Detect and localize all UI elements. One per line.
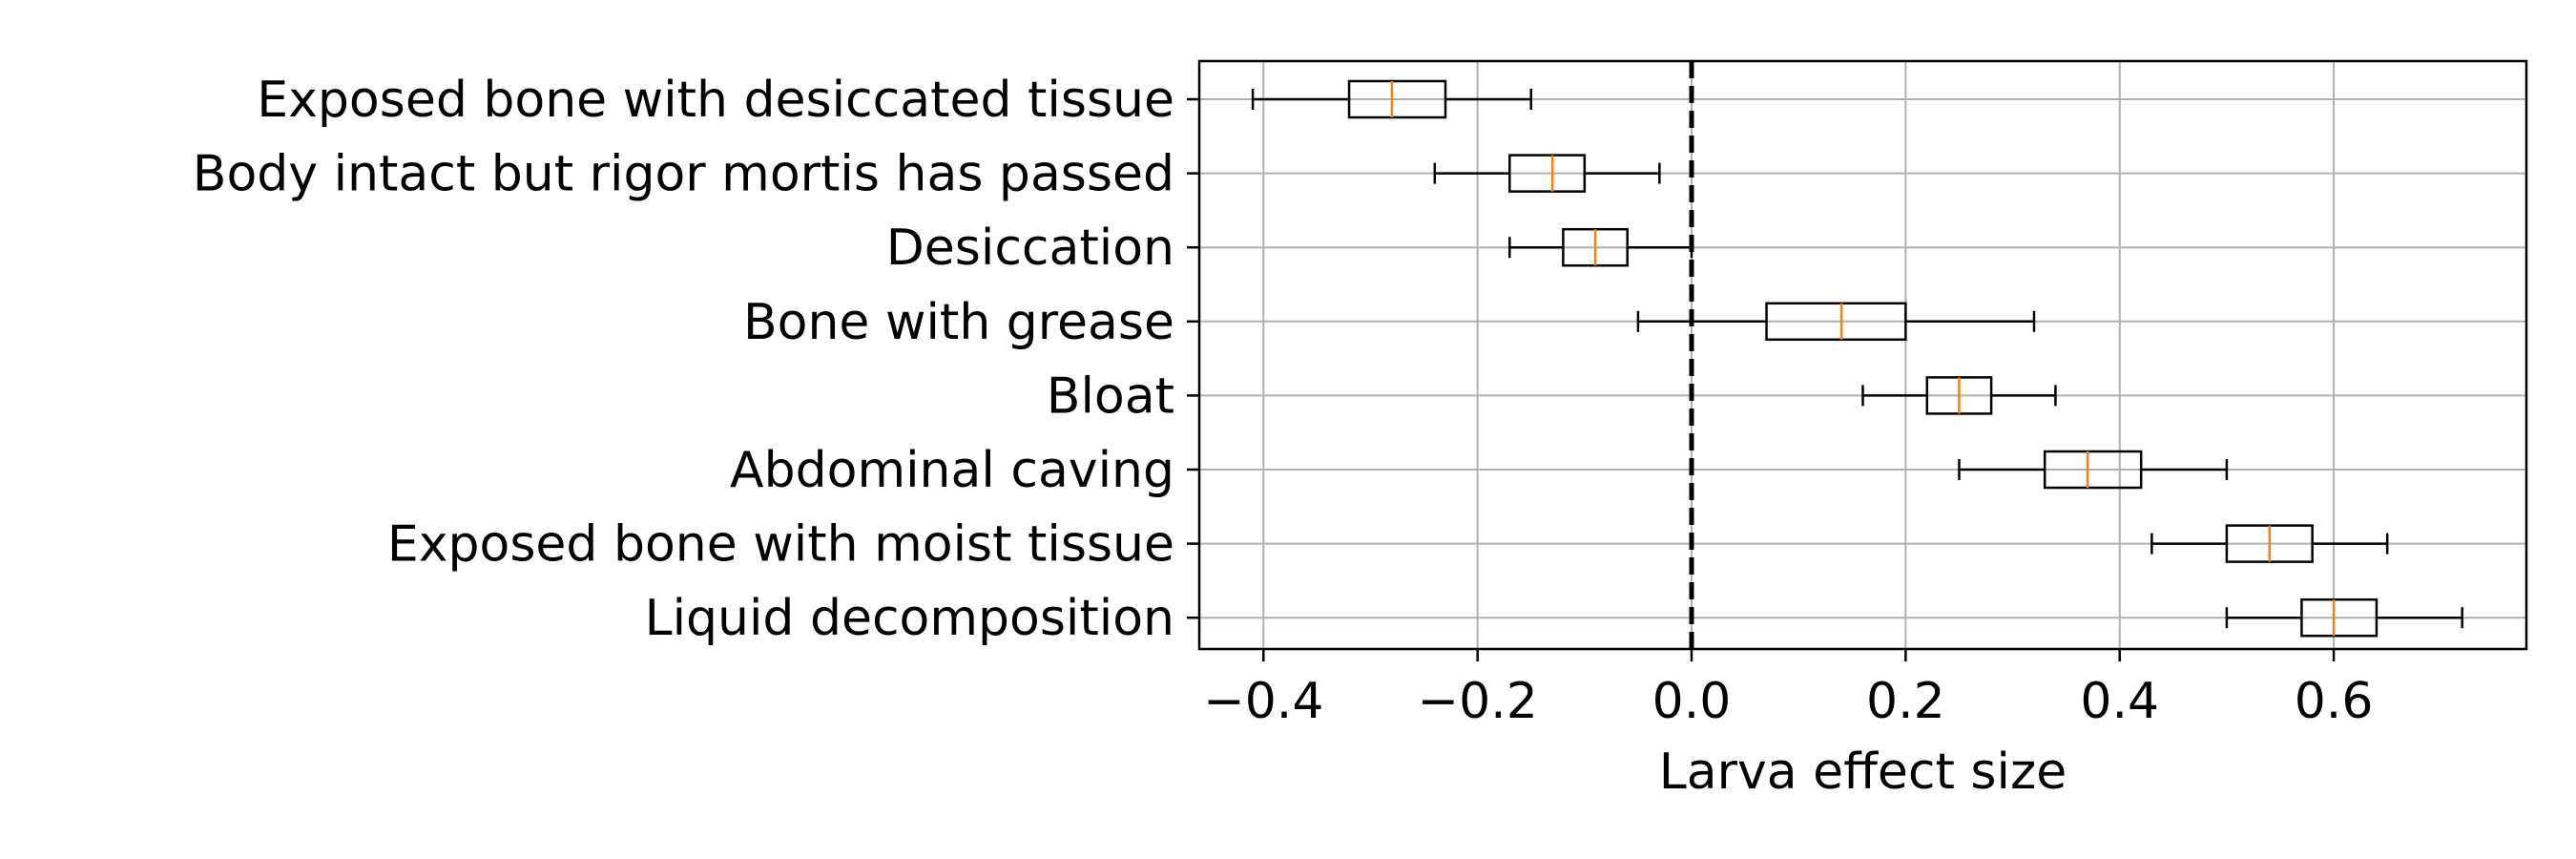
box-4	[1636, 302, 2036, 342]
box-iqr	[2300, 597, 2379, 638]
box-iqr	[2043, 450, 2143, 490]
category-label: Bloat	[1047, 367, 1174, 425]
category-label: Liquid decomposition	[645, 590, 1174, 647]
x-tick-label: 0.6	[2295, 673, 2374, 730]
box-2	[1433, 154, 1661, 193]
box-6	[1958, 450, 2229, 490]
box-7	[2150, 524, 2389, 563]
box-3	[1508, 227, 1693, 267]
box-8	[2225, 597, 2463, 638]
plot-frame	[1197, 59, 2528, 651]
grid-lines	[1199, 61, 2526, 649]
x-tick-label: 0.4	[2080, 673, 2159, 730]
x-tick-label: −0.4	[1203, 673, 1323, 730]
box-1	[1251, 79, 1532, 119]
x-axis-label: Larva effect size	[1659, 744, 2067, 801]
box-5	[1861, 376, 2057, 415]
box-iqr	[1508, 154, 1587, 193]
box-iqr	[1765, 302, 1907, 342]
category-label: Bone with grease	[743, 294, 1174, 351]
category-label: Abdominal caving	[730, 442, 1174, 499]
x-tick-label: −0.2	[1418, 673, 1538, 730]
box-iqr	[1347, 79, 1447, 119]
category-label: Exposed bone with moist tissue	[387, 516, 1174, 574]
category-label: Body intact but rigor mortis has passed	[193, 146, 1174, 203]
x-tick-label: 0.2	[1866, 673, 1945, 730]
category-label: Desiccation	[886, 220, 1174, 277]
y-ticks: Exposed bone with desiccated tissue Body …	[193, 72, 1199, 647]
boxes-layer	[1251, 79, 2463, 638]
x-ticks: −0.4 −0.2 0.0 0.2 0.4 0.6	[1203, 649, 2373, 730]
x-tick-label: 0.0	[1652, 673, 1732, 730]
category-label: Exposed bone with desiccated tissue	[257, 72, 1174, 129]
